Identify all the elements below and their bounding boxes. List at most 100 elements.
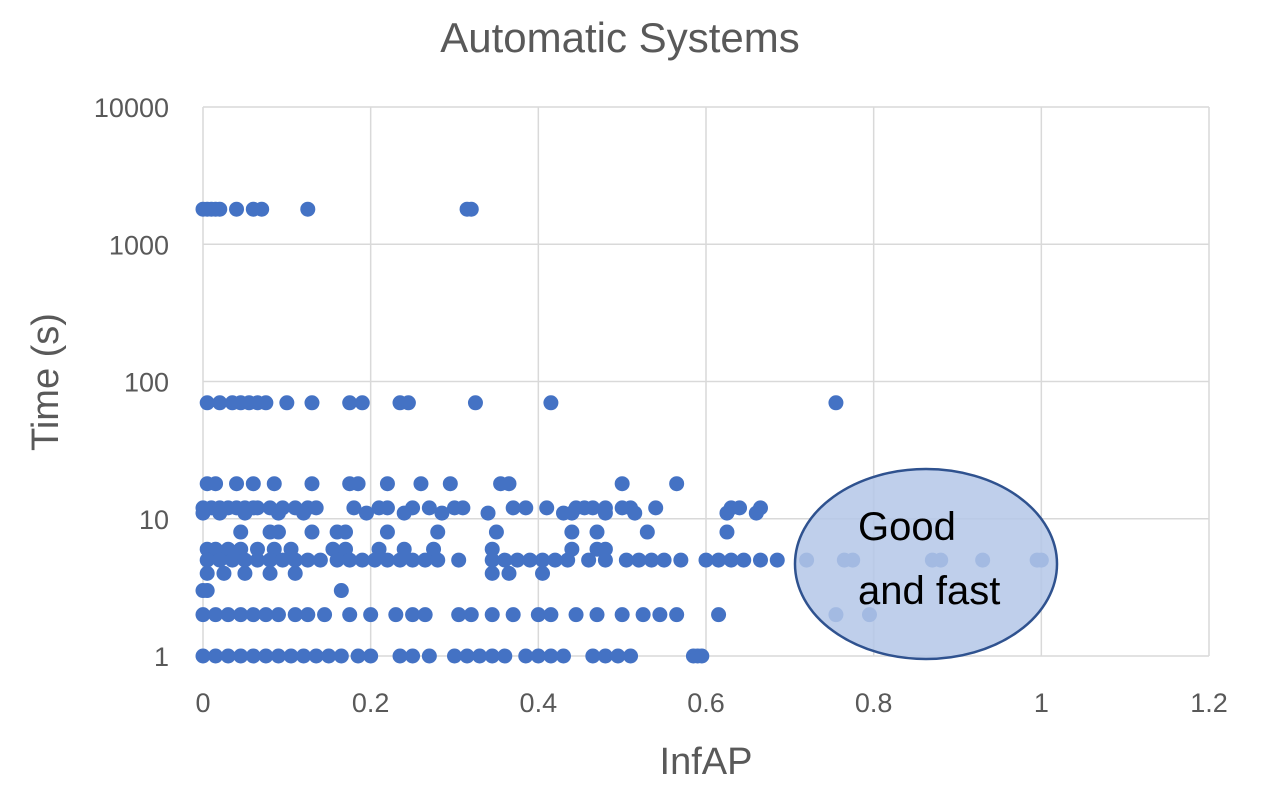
data-point: [333, 583, 349, 599]
data-point: [233, 524, 249, 540]
data-point: [354, 552, 370, 568]
data-point: [212, 395, 228, 411]
data-point: [199, 552, 215, 568]
data-point: [296, 505, 312, 521]
data-point: [358, 505, 374, 521]
data-point: [321, 648, 337, 664]
data-point: [270, 648, 286, 664]
data-point: [610, 648, 626, 664]
data-point: [505, 607, 521, 623]
data-point: [505, 500, 521, 516]
data-point: [769, 552, 785, 568]
data-point: [467, 395, 483, 411]
y-axis-title: Time (s): [25, 313, 67, 451]
data-point: [379, 524, 395, 540]
data-point: [392, 552, 408, 568]
data-point: [564, 524, 580, 540]
data-point: [530, 648, 546, 664]
data-point: [266, 476, 282, 492]
annotation-line-2: and fast: [858, 569, 1000, 613]
data-point: [597, 648, 613, 664]
data-point: [287, 565, 303, 581]
data-point: [262, 565, 278, 581]
data-point: [484, 552, 500, 568]
data-point: [644, 552, 660, 568]
y-axis-tick-labels: 1 10 100 1000 10000: [94, 93, 169, 672]
data-point: [300, 607, 316, 623]
data-point: [585, 648, 601, 664]
data-point: [564, 505, 580, 521]
data-point: [195, 607, 211, 623]
data-point: [233, 648, 249, 664]
data-point: [249, 552, 265, 568]
data-point: [568, 607, 584, 623]
data-point: [254, 201, 270, 217]
data-point: [442, 476, 458, 492]
data-point: [719, 524, 735, 540]
data-point: [509, 552, 525, 568]
data-point: [208, 648, 224, 664]
data-point: [233, 607, 249, 623]
data-point: [451, 607, 467, 623]
data-point: [413, 476, 429, 492]
data-point: [220, 648, 236, 664]
data-point: [342, 607, 358, 623]
data-point: [711, 607, 727, 623]
data-point: [237, 565, 253, 581]
data-point: [484, 541, 500, 557]
data-point: [379, 476, 395, 492]
y-tick-label: 10: [139, 505, 169, 535]
data-point: [346, 500, 362, 516]
annotation-line-1: Good: [858, 505, 956, 549]
x-axis-title: InfAP: [660, 741, 753, 783]
data-point: [635, 607, 651, 623]
data-point: [417, 552, 433, 568]
data-point: [354, 395, 370, 411]
data-point: [229, 476, 245, 492]
data-point: [828, 395, 844, 411]
data-point: [597, 505, 613, 521]
data-point: [614, 607, 630, 623]
data-point: [623, 648, 639, 664]
data-point: [405, 552, 421, 568]
data-point: [648, 500, 664, 516]
data-point: [597, 541, 613, 557]
data-point: [434, 505, 450, 521]
data-point: [258, 648, 274, 664]
data-point: [258, 607, 274, 623]
annotation-ellipse: [793, 467, 1059, 661]
data-point: [220, 607, 236, 623]
chart-gridlines: [202, 106, 1210, 657]
data-point: [535, 565, 551, 581]
data-point: [199, 565, 215, 581]
x-tick-label: 0.8: [855, 688, 893, 718]
data-point: [270, 607, 286, 623]
data-point: [296, 648, 312, 664]
y-tick-label: 100: [124, 368, 169, 398]
data-point: [543, 607, 559, 623]
data-point: [308, 500, 324, 516]
data-point: [237, 505, 253, 521]
data-point: [245, 648, 261, 664]
data-point: [719, 505, 735, 521]
data-point: [484, 648, 500, 664]
data-point: [417, 607, 433, 623]
data-point: [388, 607, 404, 623]
data-point: [212, 552, 228, 568]
x-tick-label: 0.2: [352, 688, 390, 718]
data-point: [350, 476, 366, 492]
data-point: [304, 476, 320, 492]
data-point: [694, 648, 710, 664]
data-point: [535, 552, 551, 568]
data-point: [245, 476, 261, 492]
data-point: [497, 648, 513, 664]
data-point: [530, 607, 546, 623]
data-point: [195, 505, 211, 521]
data-point: [581, 552, 597, 568]
data-point: [455, 500, 471, 516]
y-tick-label: 1000: [109, 230, 169, 260]
data-point: [547, 552, 563, 568]
data-point: [585, 500, 601, 516]
